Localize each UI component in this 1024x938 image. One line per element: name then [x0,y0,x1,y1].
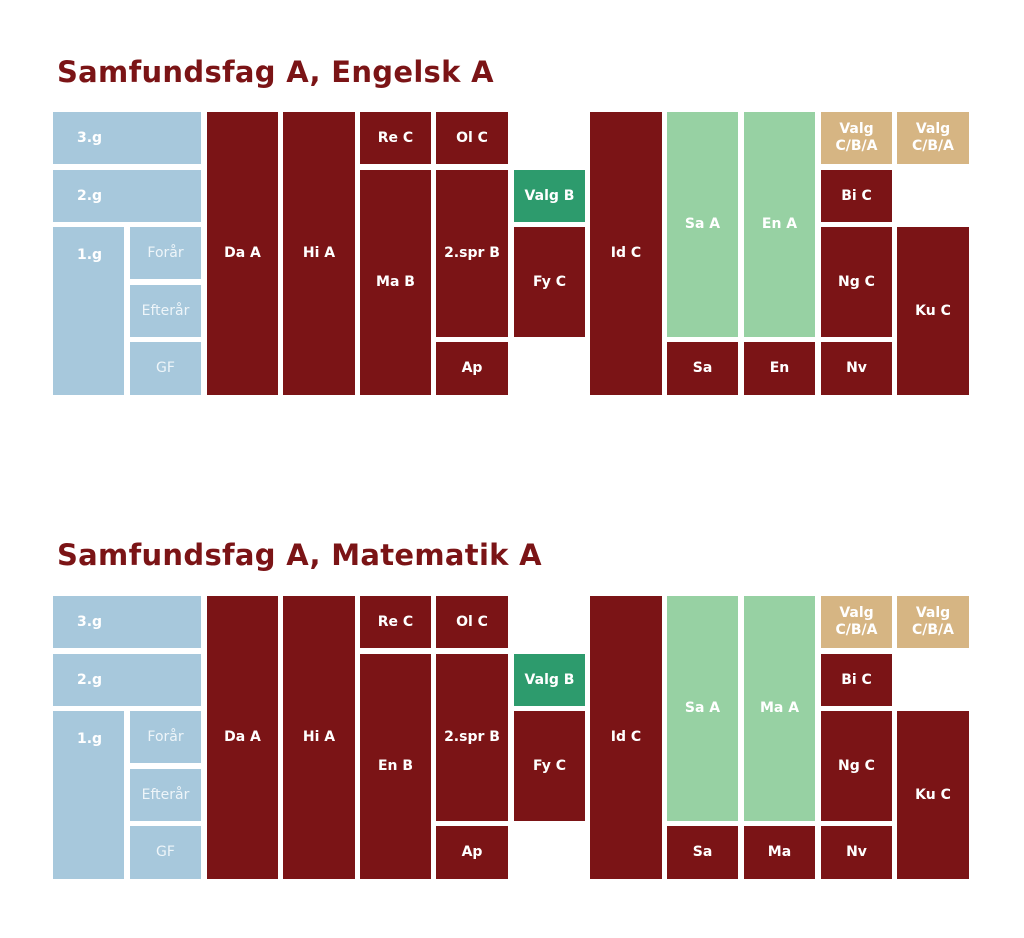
subject-block-id: Id C [590,112,662,395]
diagram-title-1: Samfundsfag A, Engelsk A [57,55,494,89]
study-subject-block-1: Sa A [667,112,738,337]
subject-block-da: Da A [207,112,278,395]
subject-block-b-level: Ma B [360,170,431,395]
subject-block-hi: Hi A [283,596,355,879]
subject-block-re: Re C [360,596,431,648]
subject-block-ng: Ng C [821,711,892,821]
elective-block-1: Valg C/B/A [821,596,892,648]
subject-block-id: Id C [590,596,662,879]
subject-block-bi: Bi C [821,654,892,706]
year-block-3g: 3.g [53,112,201,164]
subject-block-b-level: En B [360,654,431,879]
subject-block-2spr: 2.spr B [436,654,508,821]
subject-block-ol: Ol C [436,112,508,164]
year-block-3g: 3.g [53,596,201,648]
subject-block-ku: Ku C [897,227,969,395]
subject-block-nv: Nv [821,342,892,395]
elective-block-2: Valg C/B/A [897,112,969,164]
elective-block-2: Valg C/B/A [897,596,969,648]
year-block-2g: 2.g [53,170,201,222]
subject-block-fy: Fy C [514,227,585,337]
semester-block-gf: GF [130,826,201,879]
subject-block-valg-b: Valg B [514,654,585,706]
semester-block-autumn: Efterår [130,285,201,337]
semester-block-spring: Forår [130,227,201,279]
study-subject-base-2: Ma [744,826,815,879]
subject-block-re: Re C [360,112,431,164]
semester-block-autumn: Efterår [130,769,201,821]
subject-block-ap: Ap [436,826,508,879]
study-subject-block-1: Sa A [667,596,738,821]
study-subject-base-2: En [744,342,815,395]
subject-block-2spr: 2.spr B [436,170,508,337]
subject-block-ku: Ku C [897,711,969,879]
study-subject-block-2: En A [744,112,815,337]
year-block-1g: 1.g [53,711,124,879]
elective-block-1: Valg C/B/A [821,112,892,164]
subject-block-valg-b: Valg B [514,170,585,222]
subject-block-nv: Nv [821,826,892,879]
subject-block-ap: Ap [436,342,508,395]
subject-block-ol: Ol C [436,596,508,648]
study-subject-base-1: Sa [667,826,738,879]
subject-block-da: Da A [207,596,278,879]
subject-block-ng: Ng C [821,227,892,337]
semester-block-spring: Forår [130,711,201,763]
year-block-1g: 1.g [53,227,124,395]
year-block-2g: 2.g [53,654,201,706]
study-subject-base-1: Sa [667,342,738,395]
subject-block-bi: Bi C [821,170,892,222]
diagram-title-2: Samfundsfag A, Matematik A [57,538,542,572]
subject-block-fy: Fy C [514,711,585,821]
semester-block-gf: GF [130,342,201,395]
study-subject-block-2: Ma A [744,596,815,821]
subject-block-hi: Hi A [283,112,355,395]
